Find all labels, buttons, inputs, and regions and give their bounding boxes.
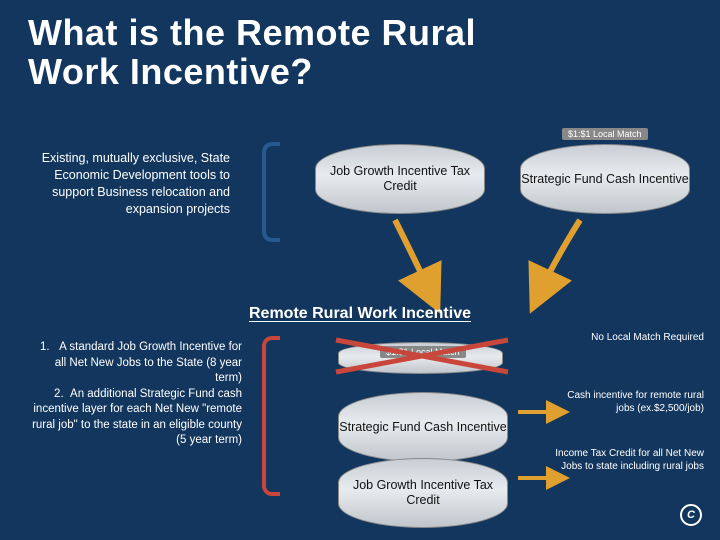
list-item: 1. A standard Job Growth Incentive for a… <box>32 340 242 387</box>
mid-heading: Remote Rural Work Incentive <box>0 305 720 323</box>
note-tax-credit: Income Tax Credit for all Net New Jobs t… <box>554 448 704 473</box>
logo-icon: C <box>680 504 702 526</box>
can-strategic-fund-2: Strategic Fund Cash Incentive <box>338 392 508 462</box>
title-line2: Work Incentive? <box>28 51 313 92</box>
bracket-red <box>262 336 280 496</box>
section2-desc: 1. A standard Job Growth Incentive for a… <box>32 340 242 449</box>
section1-desc: Existing, mutually exclusive, State Econ… <box>30 150 230 218</box>
bracket-blue <box>262 142 280 242</box>
tag-local-match-1: $1:$1 Local Match <box>562 128 648 140</box>
arrow-right-down <box>520 220 600 315</box>
list-item: 2. An additional Strategic Fund cash inc… <box>32 387 242 449</box>
note-cash-incentive: Cash incentive for remote rural jobs (ex… <box>554 390 704 415</box>
page-title: What is the Remote Rural Work Incentive? <box>0 0 720 96</box>
note-no-match: No Local Match Required <box>554 332 704 345</box>
can-jgi-tax-credit-2: Job Growth Incentive Tax Credit <box>338 458 508 528</box>
can-jgi-tax-credit: Job Growth Incentive Tax Credit <box>315 144 485 214</box>
x-icon <box>330 334 515 383</box>
can-strategic-fund: Strategic Fund Cash Incentive <box>520 144 690 214</box>
title-line1: What is the Remote Rural <box>28 12 476 53</box>
arrow-left-down <box>375 220 455 315</box>
